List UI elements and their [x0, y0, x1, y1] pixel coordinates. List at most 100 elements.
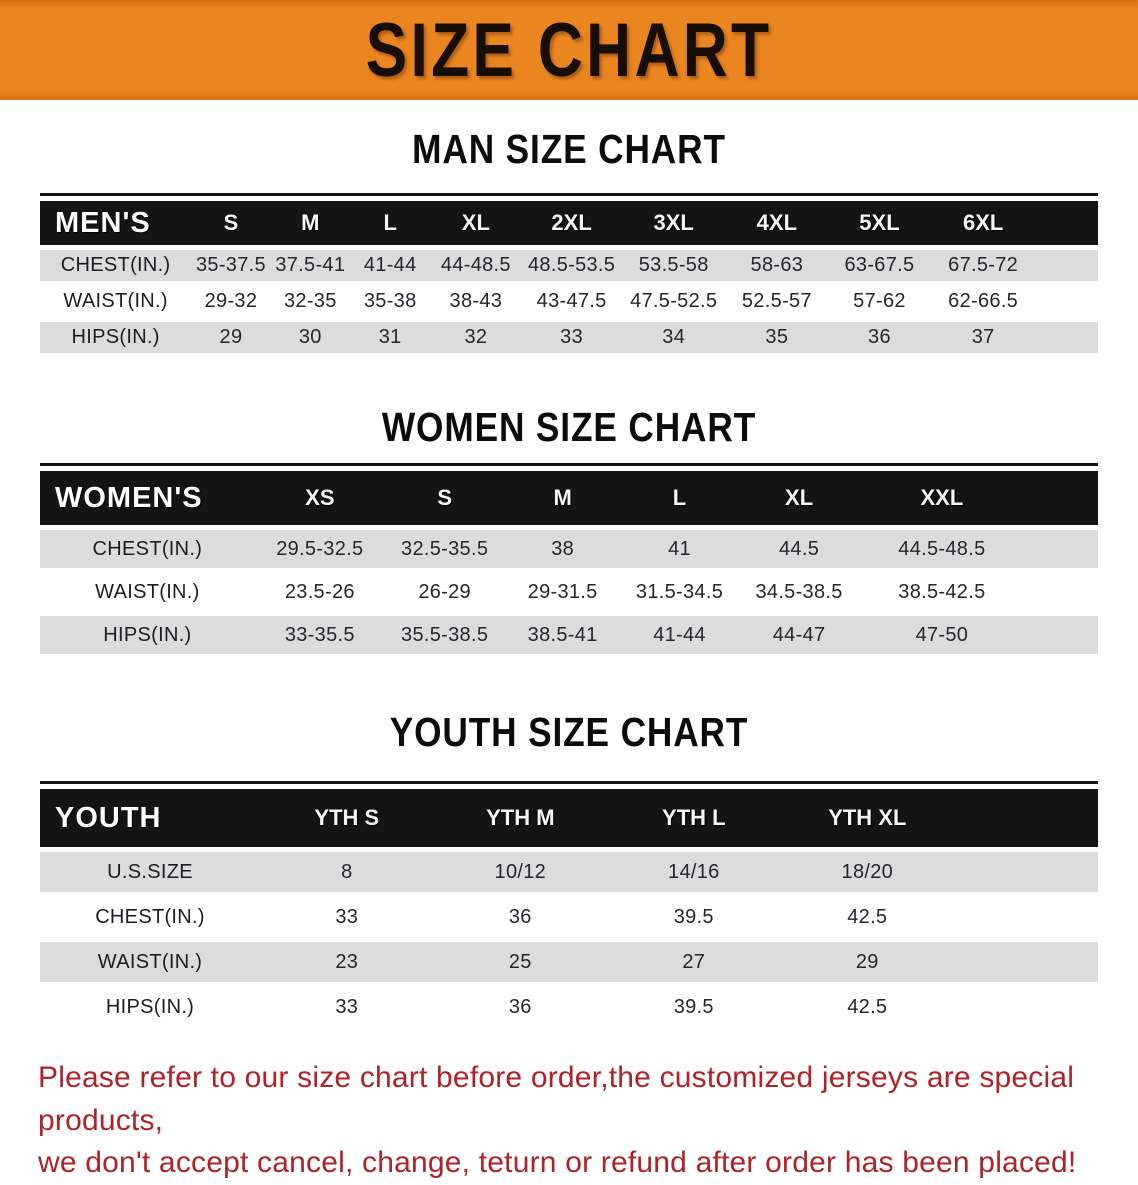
measurement-row: HIPS(IN.) 29 30 31 32 33 34 35 36 37 [40, 322, 1098, 354]
size-value: 39.5 [673, 905, 714, 928]
size-value: 18/20 [780, 852, 955, 893]
size-value: 57-62 [853, 290, 906, 313]
size-value: 47.5-52.5 [630, 290, 718, 313]
size-value: 36 [508, 995, 532, 1018]
table-corner-label: MEN'S [40, 201, 192, 246]
youth-size-table-wrap: YOUTH YTH S YTH M YTH L YTH XL U.S.SIZE 8 10/1… [40, 781, 1098, 1032]
size-value: 35 [725, 322, 829, 354]
size-header-row: WOMEN'S XS S M L XL XXL [40, 471, 1098, 526]
size-value: 29-31.5 [527, 580, 598, 603]
size-value: 36 [508, 905, 532, 928]
women-size-table: WOMEN'S XS S M L XL XXL CHEST(IN.) 29.5-32.5 32.… [40, 466, 1098, 659]
size-value: 36 [828, 322, 931, 354]
size-value: 14/16 [607, 852, 781, 893]
size-value: 30 [270, 322, 350, 354]
filler-cell [1036, 286, 1098, 317]
size-value: 29.5-32.5 [254, 530, 385, 569]
men-section-title: MAN SIZE CHART [412, 126, 726, 172]
row-label: CHEST(IN.) [95, 905, 205, 928]
youth-size-section: YOUTH SIZE CHART YOUTH YTH S YTH M YTH L YTH… [0, 710, 1138, 1032]
size-value: 38 [504, 530, 621, 569]
filler-cell [1023, 471, 1098, 526]
size-value: 33 [335, 995, 359, 1018]
row-label: CHEST(IN.) [40, 530, 255, 569]
row-label: CHEST(IN.) [40, 250, 192, 282]
size-value: 33 [521, 322, 622, 354]
size-value: 44.5-48.5 [859, 530, 1024, 569]
size-value: 41-44 [349, 250, 431, 282]
women-section-title: WOMEN SIZE CHART [381, 404, 757, 451]
row-label: WAIST(IN.) [40, 942, 261, 983]
size-column-header: YTH S [260, 789, 434, 848]
size-value: 48.5-53.5 [521, 250, 622, 282]
size-value: 58-63 [725, 250, 829, 282]
filler-cell [1023, 616, 1098, 655]
measurement-row: U.S.SIZE 8 10/12 14/16 18/20 [40, 852, 1098, 893]
size-value: 39.5 [673, 995, 714, 1018]
size-value: 44-47 [738, 616, 860, 655]
size-value: 31.5-34.5 [635, 580, 724, 603]
size-column-header: YTH M [433, 789, 608, 848]
disclaimer-line-2: we don't accept cancel, change, teturn o… [38, 1146, 1077, 1180]
measurement-row: WAIST(IN.) 23.5-26 26-29 29-31.5 31.5-34.5 34… [40, 573, 1098, 611]
size-column-header: 5XL [828, 201, 931, 246]
filler-cell [1035, 250, 1098, 282]
youth-size-table: YOUTH YTH S YTH M YTH L YTH XL U.S.SIZE 8 10/1… [40, 784, 1098, 1032]
measurement-row: CHEST(IN.) 35-37.5 37.5-41 41-44 44-48.5 48.5… [40, 250, 1098, 282]
row-label: HIPS(IN.) [40, 322, 192, 354]
size-value: 33-35.5 [254, 616, 385, 655]
size-header-row: MEN'S S M L XL 2XL 3XL 4XL 5XL 6XL [40, 201, 1098, 246]
size-value: 32-35 [283, 290, 337, 313]
filler-cell [1023, 530, 1098, 569]
size-value: 47-50 [859, 616, 1024, 655]
disclaimer-text: Please refer to our size chart before or… [38, 1057, 1100, 1185]
measurement-row: HIPS(IN.) 33 36 39.5 42.5 [40, 987, 1098, 1027]
size-value: 23.5-26 [284, 580, 355, 603]
size-column-header: 4XL [725, 201, 829, 246]
size-value: 25 [433, 942, 608, 983]
row-label: WAIST(IN.) [95, 580, 200, 603]
size-value: 37.5-41 [270, 250, 350, 282]
size-value: 33 [335, 905, 359, 928]
size-column-header: S [191, 201, 271, 246]
size-value: 41-44 [620, 616, 739, 655]
size-column-header: XS [254, 471, 385, 526]
size-value: 29 [780, 942, 955, 983]
size-value: 52.5-57 [741, 290, 812, 313]
men-size-table-wrap: MEN'S S M L XL 2XL 3XL 4XL 5XL 6XL CHEST(IN.) 35-3… [40, 193, 1098, 358]
size-column-header: XL [738, 471, 860, 526]
size-column-header: 3XL [621, 201, 726, 246]
filler-cell [954, 987, 1098, 1027]
filler-cell [954, 897, 1098, 937]
size-column-header: XXL [859, 471, 1024, 526]
table-corner-label: YOUTH [40, 789, 261, 848]
disclaimer-line-1: Please refer to our size chart before or… [38, 1061, 1075, 1137]
size-value: 63-67.5 [828, 250, 931, 282]
size-value: 38.5-42.5 [898, 580, 986, 603]
table-corner-label: WOMEN'S [40, 471, 255, 526]
row-label: U.S.SIZE [40, 852, 261, 893]
size-value: 62-66.5 [948, 290, 1019, 313]
size-value: 23 [260, 942, 434, 983]
size-value: 29-32 [204, 290, 258, 313]
size-value: 32.5-35.5 [384, 530, 505, 569]
size-header-row: YOUTH YTH S YTH M YTH L YTH XL [40, 789, 1098, 848]
filler-cell [954, 852, 1098, 893]
men-size-table: MEN'S S M L XL 2XL 3XL 4XL 5XL 6XL CHEST(IN.) 35-3… [40, 196, 1098, 358]
filler-cell [1035, 201, 1098, 246]
size-value: 38.5-41 [504, 616, 621, 655]
size-column-header: M [270, 201, 350, 246]
measurement-row: HIPS(IN.) 33-35.5 35.5-38.5 38.5-41 41-44 44-… [40, 616, 1098, 655]
size-column-header: L [620, 471, 739, 526]
measurement-row: WAIST(IN.) 29-32 32-35 35-38 38-43 43-47.5 47.… [40, 286, 1098, 317]
size-column-header: S [384, 471, 505, 526]
row-label: HIPS(IN.) [105, 995, 195, 1018]
youth-section-title: YOUTH SIZE CHART [389, 709, 749, 756]
size-value: 53.5-58 [621, 250, 726, 282]
size-value: 29 [191, 322, 271, 354]
size-value: 42.5 [847, 995, 888, 1018]
men-size-section: MAN SIZE CHART MEN'S S M L XL 2XL 3XL 4XL 5XL 6XL… [0, 126, 1138, 358]
women-size-section: WOMEN SIZE CHART WOMEN'S XS S M L XL XXL CHEST… [0, 404, 1138, 659]
size-column-header: XL [430, 201, 522, 246]
